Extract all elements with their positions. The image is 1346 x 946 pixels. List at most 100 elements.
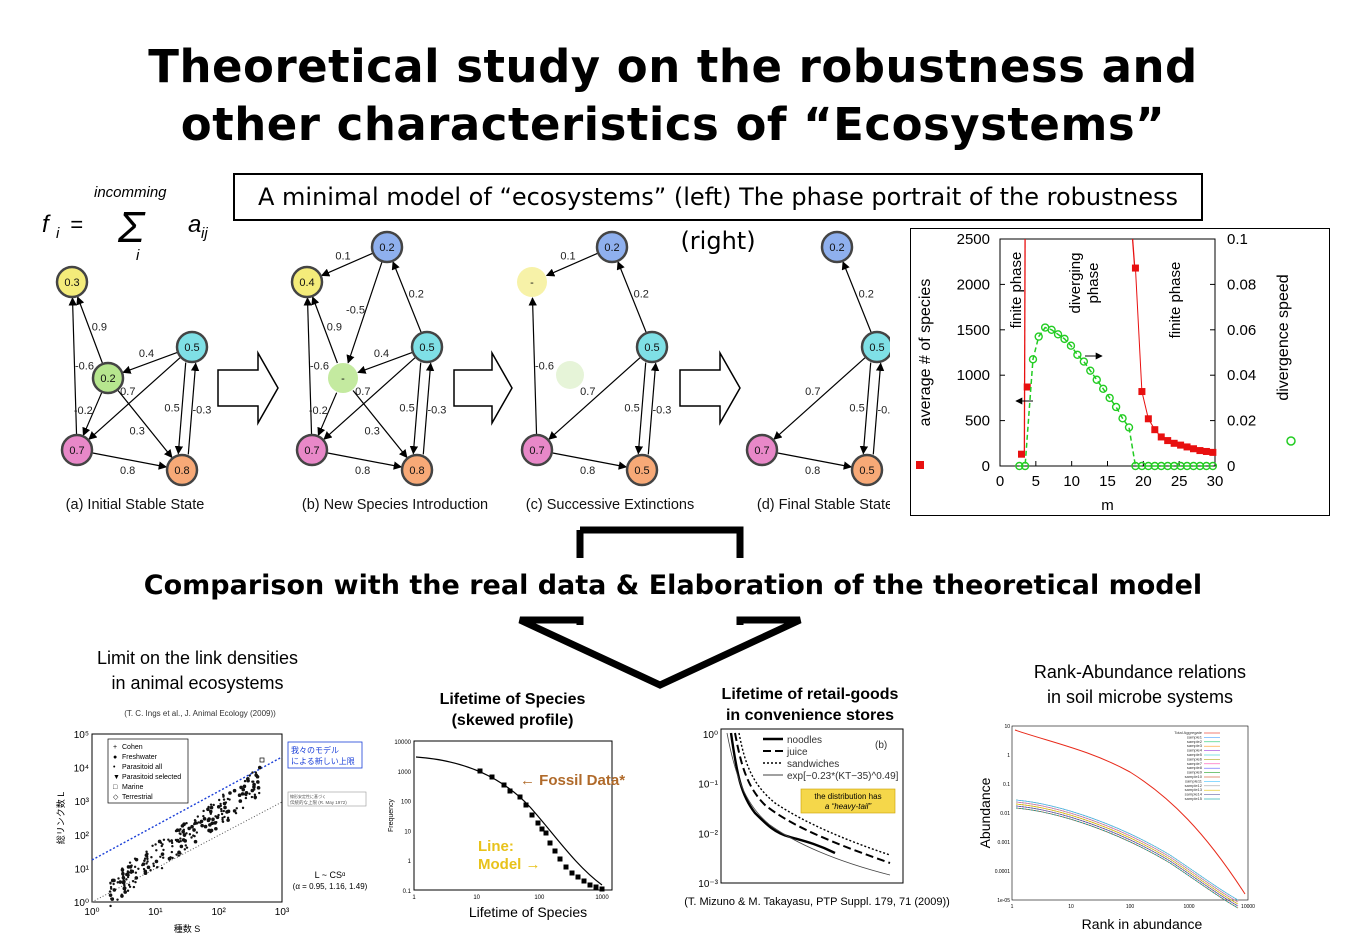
sample-curve [1015,807,1239,909]
food-web-point [154,859,159,864]
lifetime-species-caption: Lifetime of Species (skewed profile) [400,689,625,731]
y-tick-label: 0.001 [997,840,1010,846]
legend-entry: Parasitoid all [122,764,163,771]
link-density-chart: (T. C. Ings et al., J. Animal Ecology (2… [55,709,368,934]
edge-weight-label: -0.3 [652,405,671,417]
food-web-point [109,882,112,885]
food-web-point [145,862,148,865]
food-web-point [254,771,258,774]
food-web-point [131,880,135,883]
food-web-point [248,774,251,777]
fossil-point [523,802,529,808]
food-web-point [246,778,249,781]
food-web-point [242,784,247,789]
y-tick-label: 0.01 [1000,811,1010,817]
legend-entry: sample15 [1185,796,1203,801]
fossil-point [529,812,535,818]
y-tick-label: 10¹ [75,864,90,875]
edge-C-E [409,362,422,455]
edge-E-C [872,362,885,455]
green-point [1118,414,1127,423]
network-panels: 0.9-0.60.4-0.20.70.30.5 -0.30.80.30.20.50… [55,230,890,513]
x-tick-label: 30 [1207,473,1224,490]
legend-entry: sample10 [1185,774,1203,779]
food-web-point [239,785,243,790]
x-tick-label: 15 [1099,473,1116,490]
food-web-point [177,854,180,857]
food-web-point [123,890,127,894]
food-web-point [208,823,212,827]
red-point [1151,426,1159,434]
food-web-point [200,823,204,828]
food-web-point [220,807,223,811]
food-web-point [109,887,113,890]
x-tick-label: 1000 [595,895,609,901]
food-web-point [211,817,215,822]
food-web-point [117,877,120,880]
green-point [1073,350,1082,359]
red-asymptote-1 [1023,238,1026,455]
food-web-point [170,841,174,845]
panel-caption: (d) Final Stable State [757,497,890,513]
food-web-point [215,821,218,824]
species-node [165,453,199,487]
edge-weight-label: 0.7 [355,386,370,398]
food-web-point [126,889,130,892]
food-web-point [179,837,182,840]
food-web-point [112,888,117,892]
legend-symbol: • [113,764,116,771]
legend-box [107,738,189,804]
food-web-point [151,844,154,847]
fossil-point [552,848,558,854]
fossil-point [501,782,507,788]
species-node-label: 0.7 [69,445,84,457]
food-web-point [112,878,116,883]
species-node-label: 0.4 [299,277,314,289]
edge-D-A [303,297,313,435]
subtitle-box: A minimal model of “ecosystems” (left) T… [233,173,1203,255]
food-web-point [222,809,225,813]
edge-B-D [317,392,338,437]
sample-curve [1015,805,1239,907]
y-tick-label: 100 [401,800,412,806]
food-web-point [145,850,148,853]
panel-caption: (b) New Species Introduction [302,497,488,513]
formula-lhs: f [42,211,51,238]
food-web-point [243,793,247,796]
y-axis-label: Abundance [977,777,993,848]
legend-entry: noodles [787,735,822,746]
sample-curve [1015,805,1239,907]
food-web-point [134,857,139,862]
red-asymptote-2 [1131,238,1136,269]
y-tick-label: 0.1 [403,889,412,895]
sample-curve [1015,807,1239,909]
food-web-point [134,876,139,880]
food-web-point [128,861,132,864]
species-node [520,433,554,467]
red-point [1131,264,1139,272]
fossil-point [581,878,587,884]
fossil-point [489,774,495,780]
edge-E-C [187,362,200,455]
x-tick-label: 20 [1135,473,1152,490]
food-web-point [209,803,213,806]
edge-weight-label: 0.8 [355,465,370,477]
species-node-label: 0.5 [184,342,199,354]
legend-entry: exp[−0.23*(KT−35)^0.49] [787,771,899,782]
green-point [1208,461,1218,471]
fossil-point [599,886,605,892]
food-web-point [223,815,226,819]
food-web-point [178,829,181,832]
food-web-point [137,867,140,870]
y2-tick-label: 0 [1227,458,1235,475]
y-tick-label: 1500 [957,322,990,339]
red-point [1157,433,1165,441]
food-web-point [169,856,172,859]
edge-weight-label: -0.2 [309,405,328,417]
edge-weight-label: 0.4 [374,348,389,360]
legend-symbol: ◇ [113,794,119,801]
heavy-tail-note-2: a “heavy-tail” [825,802,872,811]
food-web-point [179,852,182,855]
y-tick-label: 1000 [957,367,990,384]
